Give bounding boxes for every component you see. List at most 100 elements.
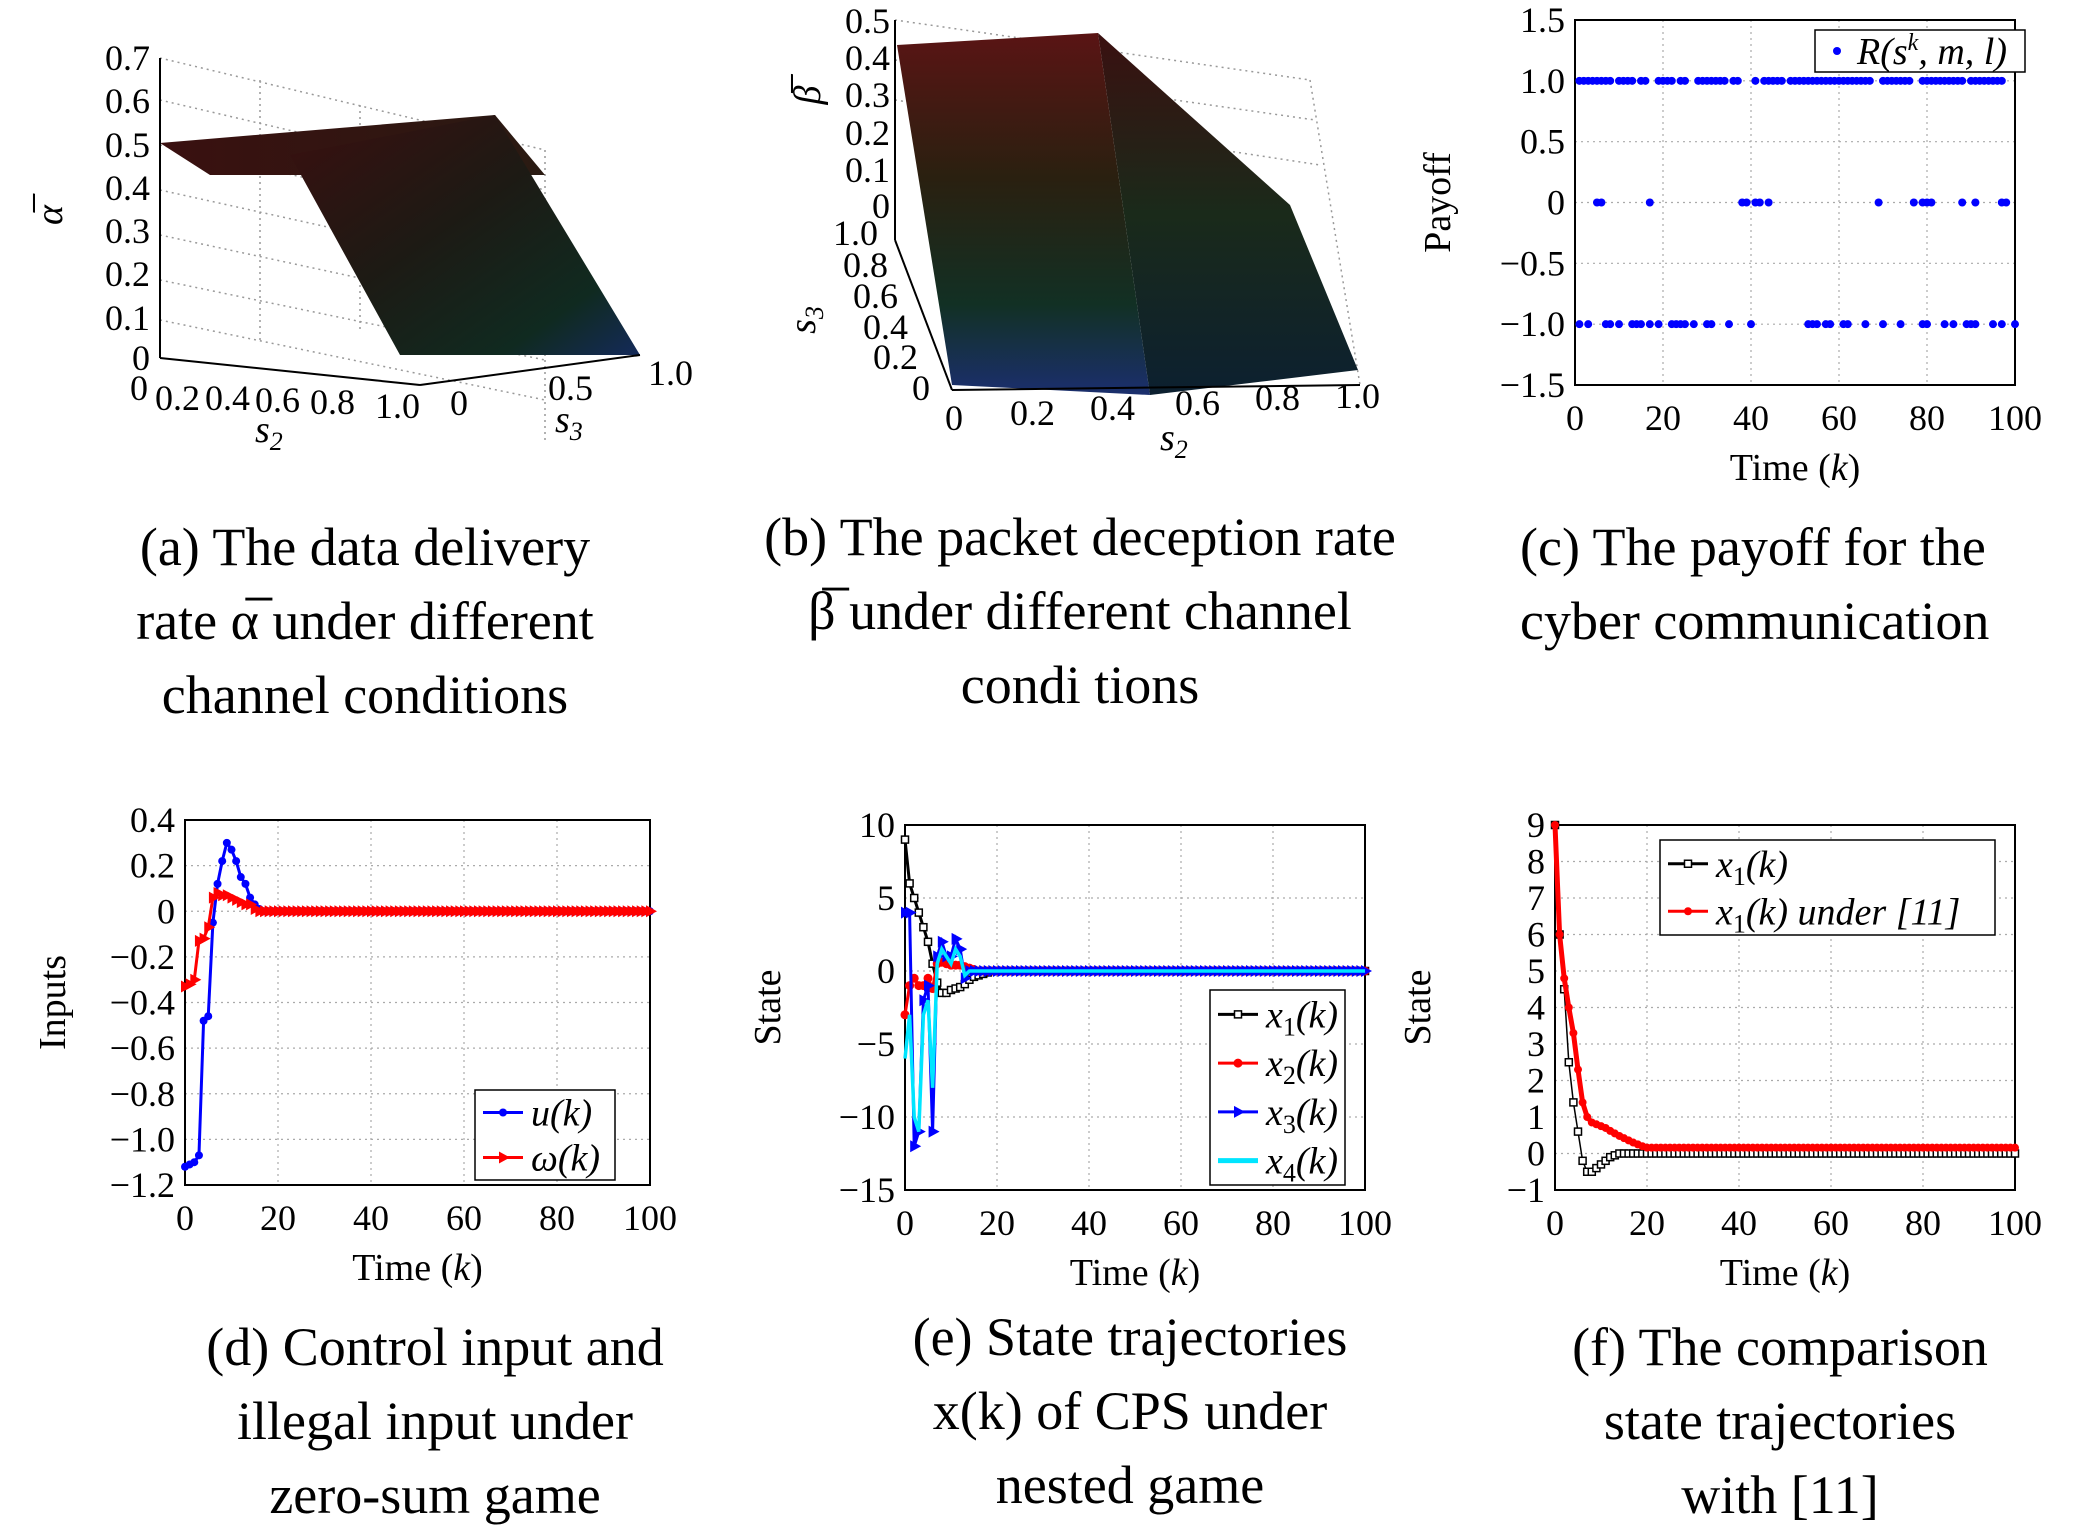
- panel-c-xtick-label: 20: [1645, 398, 1681, 438]
- panel-a-ztick-labels: 0.7 0.6 0.5 0.4 0.3 0.2 0.1 0: [105, 38, 150, 378]
- panel-b-xtick: 0: [945, 398, 963, 438]
- caption-f: (f) The comparison state trajectories wi…: [1480, 1310, 2079, 1532]
- panel-c-point: [1641, 76, 1650, 85]
- caption-d-line: illegal input under: [237, 1391, 633, 1451]
- panel-a-ytick-labels: 0 0.5 1.0: [450, 353, 693, 423]
- panel-d-ytick-label: −0.8: [110, 1074, 175, 1114]
- panel-c-point: [1707, 320, 1716, 329]
- panel-a-xtick: 1.0: [375, 386, 420, 426]
- panel-f-xtick-label: 80: [1905, 1203, 1941, 1243]
- panel-b-ztick: 0.2: [845, 113, 890, 153]
- panel-c-point: [1905, 76, 1914, 85]
- panel-a-xtick: 0.6: [255, 380, 300, 420]
- panel-e-legend-label: x1(k): [1265, 994, 1338, 1041]
- panel-b-surface-left: [897, 33, 1150, 395]
- panel-c-point: [1575, 320, 1584, 329]
- caption-e: (e) State trajectories x(k) of CPS under…: [830, 1300, 1430, 1522]
- panel-c-ytick-label: 1.5: [1520, 0, 1565, 40]
- panel-f-ytick-label: 5: [1527, 951, 1545, 991]
- panel-e-ytick-label: 5: [877, 878, 895, 918]
- panel-d-ytick-label: 0.2: [130, 846, 175, 886]
- panel-e-legend-label: x4(k): [1265, 1141, 1338, 1188]
- panel-b-xtick: 0.6: [1175, 383, 1220, 423]
- panel-d-ylabel: Inputs: [32, 955, 74, 1050]
- panel-d-series-marker: [190, 1158, 199, 1167]
- panel-e-series-marker: [923, 973, 933, 983]
- panel-f-legend-marker: [1684, 907, 1692, 916]
- caption-f-line: with [11]: [1681, 1465, 1879, 1525]
- panel-d-series-marker: [204, 921, 216, 934]
- panel-b-ytick: 0: [912, 368, 930, 408]
- panel-a-ytick: 0: [450, 383, 468, 423]
- panel-c-frame: [1574, 19, 2016, 386]
- panel-e-series-marker: [905, 906, 917, 919]
- panel-e-legend-label: x3(k): [1265, 1092, 1338, 1139]
- panel-c-ytick-label: −1.5: [1500, 365, 1565, 405]
- panel-d-series-marker: [190, 973, 202, 986]
- panel-f-series-marker: [1583, 1113, 1592, 1121]
- panel-b-ztick: 0.4: [845, 38, 890, 78]
- caption-a-line: channel conditions: [161, 665, 569, 725]
- panel-b-ztick: 0.3: [845, 75, 890, 115]
- panel-f-ytick-label: 3: [1527, 1024, 1545, 1064]
- panel-f-legend-label: x1(k) under [11]: [1715, 891, 1960, 938]
- panel-c-xtick-label: 0: [1566, 398, 1584, 438]
- panel-f-series-marker: [2011, 1143, 2019, 1152]
- panel-d-series-marker: [222, 838, 231, 847]
- caption-c-line: cyber communication: [1520, 591, 1990, 651]
- panel-c-xtick-label: 40: [1733, 398, 1769, 438]
- panel-c-point: [1865, 76, 1874, 85]
- panel-c-point: [1720, 76, 1729, 85]
- panel-b-ztick: 0.1: [845, 150, 890, 190]
- panel-d-series-marker: [241, 879, 250, 888]
- panel-c-legend-label: R(sk, m, l): [1856, 30, 2007, 73]
- panel-e-ytick-label: −15: [839, 1170, 895, 1210]
- panel-b-ytick: 0.4: [863, 307, 908, 347]
- panel-c-point: [1597, 198, 1606, 207]
- panel-f-ytick-label: 6: [1527, 915, 1545, 955]
- panel-e-series-marker: [928, 1125, 940, 1138]
- panel-c-point: [1615, 320, 1623, 329]
- panel-d-ytick-label: 0: [157, 891, 175, 931]
- panel-a-surface-plot: 0.7 0.6 0.5 0.4 0.3 0.2 0.1 0 0 0.2 0.4 …: [29, 38, 693, 456]
- panel-c-point: [1725, 320, 1733, 329]
- panel-c-point: [1861, 320, 1870, 329]
- panel-a-ztick: 0.2: [105, 254, 150, 294]
- panel-e-ytick-label: 10: [859, 805, 895, 845]
- panel-c-ytick-label: 1.0: [1520, 61, 1565, 101]
- panel-d-xtick-label: 20: [260, 1198, 296, 1238]
- panel-d-series-marker: [232, 857, 241, 866]
- panel-c-point: [1742, 198, 1751, 207]
- panel-c-point: [1606, 320, 1615, 329]
- panel-f-series-marker: [1578, 1098, 1587, 1107]
- panel-e-line-plot: 0 20 40 60 80 100 10 5 0 −5 −10 −15 Time (k) State x1(…: [747, 805, 1392, 1294]
- panel-e-xtick-label: 80: [1255, 1203, 1291, 1243]
- panel-c-point: [1667, 76, 1676, 85]
- panel-c-ytick-label: −1.0: [1500, 304, 1565, 344]
- caption-c: (c) The payoff for the cyber communicati…: [1520, 510, 2079, 658]
- panel-a-ztick: 0.4: [105, 168, 150, 208]
- panel-d-series-marker: [213, 879, 222, 888]
- panel-a-xtick: 0: [130, 368, 148, 408]
- panel-c-point: [1997, 76, 2006, 85]
- panel-c-point: [1989, 320, 1997, 329]
- panel-c-xlabel: Time (k): [1730, 447, 1861, 489]
- panel-b-ytick: 0.6: [853, 276, 898, 316]
- caption-b-line: (b) The packet deception rate: [764, 507, 1396, 567]
- caption-a: (a) The data delivery rate α̅ under diff…: [55, 510, 675, 732]
- panel-c-point: [1879, 320, 1887, 329]
- panel-e-xtick-label: 60: [1163, 1203, 1199, 1243]
- caption-f-line: (f) The comparison: [1572, 1317, 1988, 1377]
- panel-e-series-marker: [919, 922, 928, 932]
- panel-f-series-marker: [1564, 1058, 1574, 1067]
- panel-d-series-marker: [227, 845, 236, 854]
- panel-b-xtick: 1.0: [1335, 376, 1380, 416]
- panel-b-ztick: 0: [872, 186, 890, 226]
- panel-d-frame: [184, 819, 651, 1186]
- caption-f-line: state trajectories: [1603, 1391, 1957, 1451]
- panel-e-xtick-label: 40: [1071, 1203, 1107, 1243]
- panel-e-legend-marker: [1233, 1010, 1243, 1019]
- panel-b-xtick: 0.4: [1090, 388, 1135, 428]
